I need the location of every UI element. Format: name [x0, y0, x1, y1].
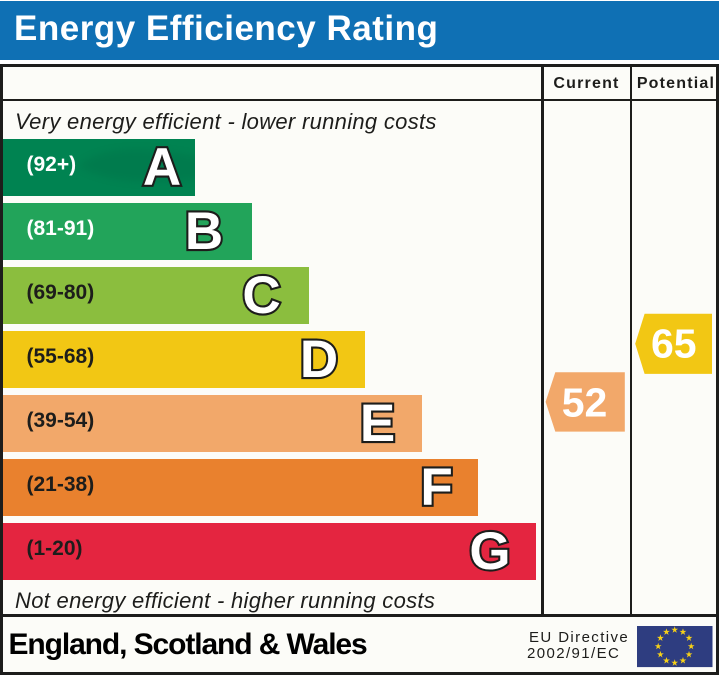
svg-text:B: B [185, 202, 223, 261]
svg-text:G: G [469, 522, 510, 581]
svg-text:65: 65 [651, 321, 697, 367]
svg-text:A: A [143, 138, 181, 197]
svg-text:D: D [300, 330, 338, 389]
svg-text:52: 52 [562, 380, 608, 426]
svg-text:E: E [360, 394, 395, 453]
svg-text:C: C [242, 266, 280, 325]
svg-text:F: F [420, 458, 452, 517]
